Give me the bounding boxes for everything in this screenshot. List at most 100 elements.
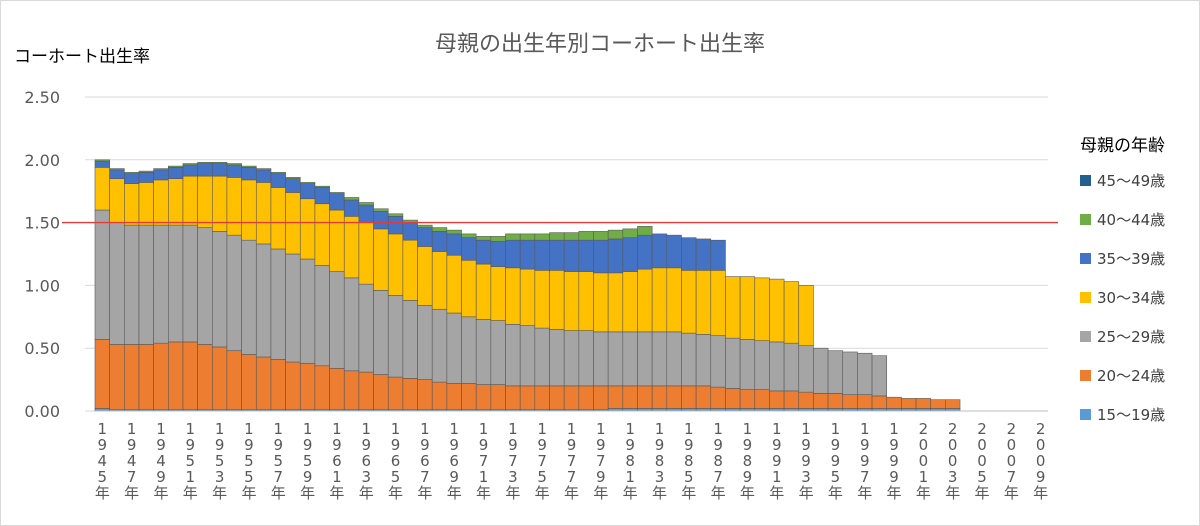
bar-segment-35～39歳 (578, 239, 594, 272)
bar-segment-30～34歳 (314, 203, 330, 266)
svg-text:2: 2 (1007, 420, 1017, 438)
bar-segment-20～24歳 (285, 361, 301, 411)
svg-text:1: 1 (537, 420, 547, 438)
svg-text:5: 5 (684, 468, 694, 486)
bar-segment-30～34歳 (226, 177, 242, 236)
svg-text:年: 年 (1033, 484, 1048, 502)
bar-segment-30～34歳 (534, 270, 550, 329)
svg-text:9: 9 (391, 436, 401, 454)
bar-segment-25～29歳 (211, 231, 228, 348)
bar-segment-20～24歳 (681, 385, 697, 409)
bar-segment-25～29歳 (857, 352, 873, 395)
bar-segment-30～34歳 (739, 276, 756, 340)
svg-text:9: 9 (596, 468, 606, 486)
bar-segment-25～29歳 (461, 316, 477, 384)
bar-segment-20～24歳 (827, 393, 844, 409)
bar-segment-20～24歳 (373, 374, 389, 411)
bar-segment-40～44歳 (490, 236, 506, 242)
bar-segment-35～39歳 (109, 169, 125, 179)
svg-text:1: 1 (743, 420, 753, 438)
y-tick-label: 2.00 (24, 151, 60, 170)
bar-segment-20～24歳 (710, 386, 726, 409)
bar-segment-35～39歳 (622, 237, 638, 272)
bar-segment-40～44歳 (373, 208, 389, 212)
bar-segment-40～44歳 (358, 202, 374, 206)
bar-segment-35～39歳 (373, 210, 389, 230)
bar-segment-30～34歳 (168, 178, 184, 226)
bar-segment-30～34歳 (124, 183, 140, 226)
bar-segment-25～29歳 (138, 224, 154, 345)
svg-text:年: 年 (271, 484, 286, 502)
bar-segment-30～34歳 (461, 259, 477, 318)
svg-text:9: 9 (186, 436, 196, 454)
bar-segment-30～34歳 (109, 178, 125, 223)
bar-segment-30～34歳 (622, 271, 638, 333)
bar-segment-40～44歳 (270, 172, 286, 174)
bar-segment-40～44歳 (197, 162, 213, 164)
svg-text:1: 1 (772, 468, 782, 486)
svg-text:9: 9 (743, 468, 753, 486)
svg-text:3: 3 (655, 468, 665, 486)
bar-segment-20～24歳 (754, 389, 770, 409)
bar-segment-20～24歳 (402, 378, 418, 411)
bar-segment-25～29歳 (446, 312, 462, 384)
svg-text:4: 4 (127, 452, 137, 470)
svg-text:9: 9 (244, 436, 254, 454)
legend-label: 30～34歳 (1097, 289, 1166, 307)
svg-text:5: 5 (244, 452, 254, 470)
bar-segment-40～44歳 (329, 192, 345, 195)
bar-segment-20～24歳 (813, 393, 829, 409)
svg-text:3: 3 (508, 468, 518, 486)
svg-text:4: 4 (98, 452, 108, 470)
y-axis-label: コーホート出生率 (14, 47, 150, 67)
svg-text:1: 1 (420, 420, 430, 438)
svg-text:8: 8 (655, 452, 665, 470)
bar-segment-25～29歳 (871, 355, 888, 397)
svg-text:9: 9 (889, 468, 899, 486)
bar-segment-35～39歳 (534, 239, 550, 271)
svg-text:8: 8 (713, 452, 723, 470)
bar-segment-20～24歳 (666, 385, 682, 409)
bar-segment-35～39歳 (387, 216, 404, 235)
bar-segment-35～39歳 (417, 227, 433, 247)
svg-text:5: 5 (186, 452, 196, 470)
bar-segment-25～29歳 (593, 331, 609, 387)
bar-segment-30～34歳 (475, 263, 492, 320)
bar-segment-20～24歳 (915, 398, 932, 409)
bar-segment-30～34歳 (578, 271, 594, 331)
bar-segment-40～44歳 (124, 172, 140, 174)
bar-segment-25～29歳 (182, 224, 198, 343)
svg-text:年: 年 (124, 484, 139, 502)
bar-segment-20～24歳 (299, 362, 316, 411)
legend-title: 母親の年齢 (1080, 136, 1165, 156)
bar-segment-25～29歳 (842, 351, 858, 395)
svg-text:年: 年 (300, 484, 315, 502)
bar-segment-20～24歳 (255, 356, 272, 411)
svg-text:5: 5 (391, 468, 401, 486)
svg-text:年: 年 (564, 484, 579, 502)
bar-segment-25～29歳 (710, 335, 726, 388)
bar-segment-35～39歳 (285, 178, 301, 193)
svg-text:2: 2 (1036, 420, 1046, 438)
svg-text:7: 7 (273, 468, 283, 486)
bar-segment-35～39歳 (314, 187, 330, 205)
bar-segment-30～34歳 (769, 278, 785, 343)
svg-text:年: 年 (652, 484, 667, 502)
bar-segment-25～29歳 (124, 224, 140, 345)
bar-segment-30～34歳 (563, 271, 580, 331)
svg-text:年: 年 (887, 484, 902, 502)
bar-segment-25～29歳 (769, 341, 785, 392)
bar-segment-20～24歳 (138, 344, 154, 411)
bar-segment-40～44歳 (475, 236, 492, 241)
legend-label: 40～44歳 (1097, 211, 1166, 229)
bar-segment-30～34歳 (651, 267, 668, 333)
bar-segment-35～39歳 (710, 239, 726, 271)
svg-text:1: 1 (567, 420, 577, 438)
